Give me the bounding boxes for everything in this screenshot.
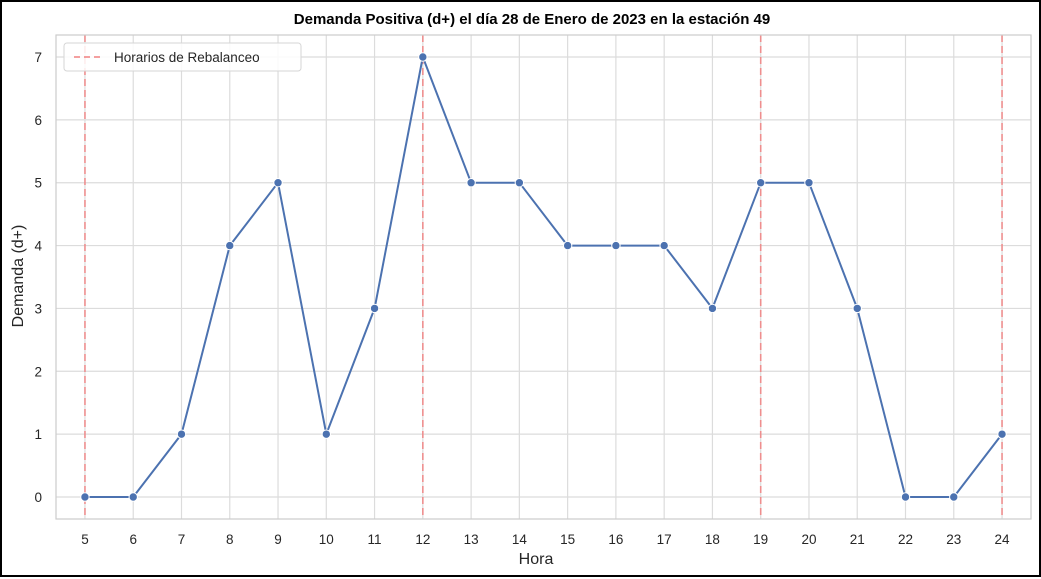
y-tick-label: 7: [34, 50, 42, 65]
y-tick-label: 1: [34, 427, 42, 442]
data-point: [756, 178, 766, 188]
series-line: [85, 56, 1003, 498]
x-tick-label: 12: [415, 532, 430, 547]
data-point: [369, 303, 380, 314]
x-tick-label: 18: [705, 532, 720, 547]
data-point: [80, 492, 90, 502]
data-point: [273, 178, 283, 188]
x-tick-label: 24: [995, 532, 1011, 547]
y-tick-label: 2: [34, 364, 42, 379]
x-tick-label: 20: [801, 532, 816, 547]
legend: Horarios de Rebalanceo: [63, 42, 302, 72]
legend-box: [63, 42, 302, 72]
y-tick-label: 5: [34, 176, 42, 191]
x-tick-label: 23: [946, 532, 961, 547]
x-tick-label: 15: [560, 532, 575, 547]
x-axis-label: Hora: [519, 551, 554, 568]
data-point: [997, 429, 1007, 439]
x-tick-label: 6: [129, 532, 137, 547]
x-tick-label: 9: [274, 532, 282, 547]
data-point: [514, 178, 525, 188]
data-point: [949, 492, 959, 502]
data-point: [418, 52, 428, 62]
data-point: [659, 240, 669, 251]
x-tick-label: 16: [608, 532, 623, 547]
y-tick-label: 0: [34, 490, 42, 505]
x-tick-label: 21: [850, 532, 865, 547]
x-tick-label: 5: [81, 532, 89, 547]
x-tick-label: 17: [657, 532, 672, 547]
data-point: [900, 492, 911, 502]
y-tick-label: 4: [34, 239, 42, 254]
x-tick-label: 11: [368, 532, 382, 547]
rebalance-lines: [84, 35, 1003, 519]
data-point: [611, 240, 621, 251]
data-point: [225, 240, 235, 251]
data-point: [707, 303, 718, 314]
demand-series: [80, 52, 1007, 502]
x-tick-label: 7: [178, 532, 186, 547]
y-tick-labels: 0 1 2 3 4 5 6 7: [34, 50, 42, 505]
x-tick-label: 19: [753, 532, 768, 547]
data-point: [562, 240, 573, 251]
data-point: [852, 303, 862, 314]
data-point: [176, 429, 187, 439]
x-tick-label: 13: [464, 532, 479, 547]
data-point: [128, 492, 138, 502]
chart-title: Demanda Positiva (d+) el día 28 de Enero…: [294, 11, 770, 28]
plot-border: [55, 34, 1032, 520]
x-tick-label: 10: [319, 532, 334, 547]
grid-lines: [56, 35, 1031, 519]
data-point: [804, 178, 814, 188]
legend-label: Horarios de Rebalanceo: [114, 50, 260, 65]
y-tick-label: 6: [34, 113, 42, 128]
x-tick-label: 8: [226, 532, 234, 547]
y-tick-label: 3: [34, 301, 42, 316]
x-tick-labels: 5 6 7 8 9 10 11 12 13 14 15 16 17 18 19 20 21 22 23 24: [81, 532, 1010, 547]
data-point: [321, 429, 331, 439]
y-axis-label: Demanda (d+): [10, 225, 27, 328]
data-point: [466, 178, 476, 188]
x-tick-label: 14: [512, 532, 528, 547]
x-tick-label: 22: [898, 532, 913, 547]
